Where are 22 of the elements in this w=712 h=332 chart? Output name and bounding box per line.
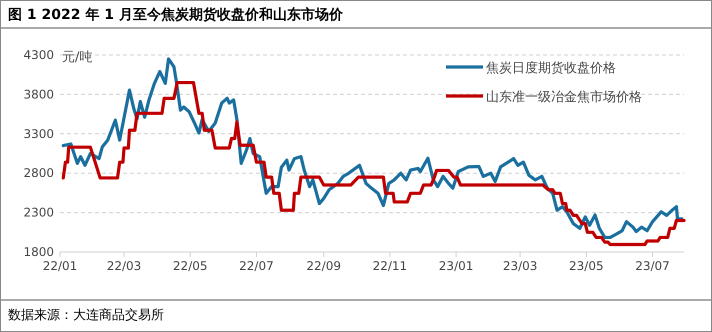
y-tick-label: 3300 — [23, 126, 54, 141]
x-tick-label: 23/01 — [438, 259, 474, 273]
y-tick-label: 1800 — [23, 245, 54, 259]
y-tick-label: 4300 — [23, 48, 54, 62]
x-tick-label: 22/09 — [306, 259, 342, 273]
y-tick-label: 3800 — [23, 87, 54, 102]
y-axis-title: 元/吨 — [62, 50, 92, 65]
x-tick-label: 22/03 — [106, 259, 142, 273]
chart-title: 图 1 2022 年 1 月至今焦炭期货收盘价和山东市场价 — [8, 6, 344, 23]
x-tick-label: 22/07 — [239, 259, 274, 273]
y-tick-label: 2800 — [23, 166, 54, 180]
legend-label: 焦炭日度期货收盘价格 — [486, 60, 616, 76]
x-tick-label: 23/05 — [569, 259, 604, 273]
x-tick-label: 23/07 — [635, 259, 670, 273]
source-note: 数据来源：大连商品交易所 — [8, 307, 164, 323]
legend-label: 山东准一级冶金焦市场价格 — [486, 90, 642, 105]
x-tick-label: 22/05 — [172, 259, 208, 273]
y-tick-label: 2300 — [23, 206, 54, 220]
x-tick-label: 22/01 — [42, 259, 78, 273]
line-series — [62, 80, 686, 246]
x-tick-label: 23/03 — [502, 259, 538, 273]
x-tick-label: 22/11 — [372, 259, 408, 273]
